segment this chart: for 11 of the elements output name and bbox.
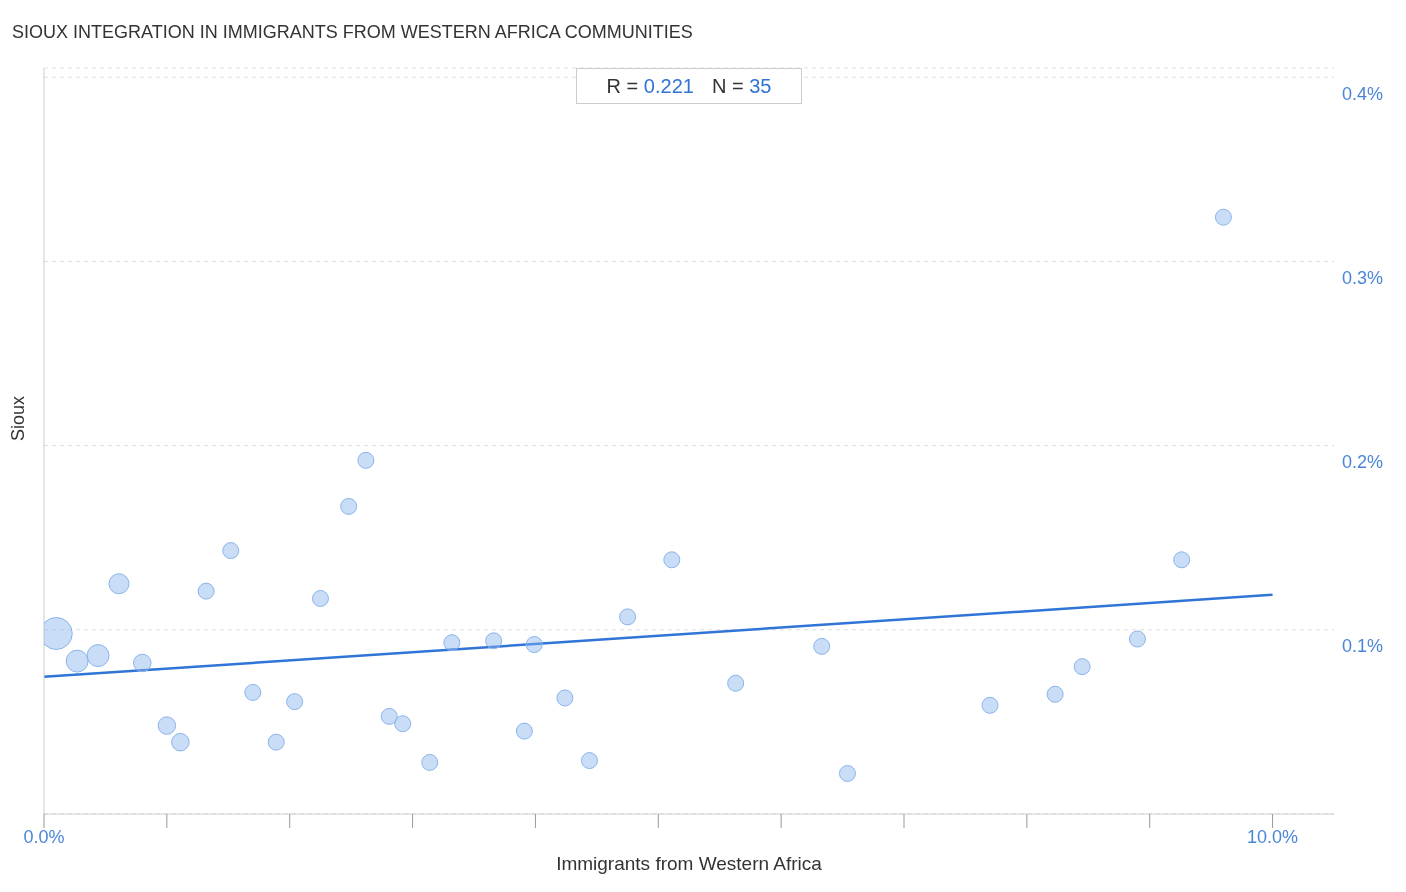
y-tick-label: 0.1%	[1342, 636, 1384, 657]
x-tick-label: 0.0%	[23, 826, 65, 847]
annotation: R = 0.221	[606, 74, 694, 98]
y-tick-label: 0.2%	[1342, 451, 1384, 472]
y-axis-title: Sioux	[8, 395, 29, 441]
chart-title: SIOUX INTEGRATION IN IMMIGRANTS FROM WESTERN AFRICA COMMUNITIES	[12, 22, 693, 43]
y-tick-label: 0.3%	[1342, 267, 1384, 288]
annotation: N = 35	[711, 74, 772, 98]
x-axis-title: Immigrants from Western Africa	[556, 853, 823, 874]
x-tick-label: 10.0%	[1247, 826, 1299, 847]
y-tick-label: 0.4%	[1342, 83, 1384, 104]
